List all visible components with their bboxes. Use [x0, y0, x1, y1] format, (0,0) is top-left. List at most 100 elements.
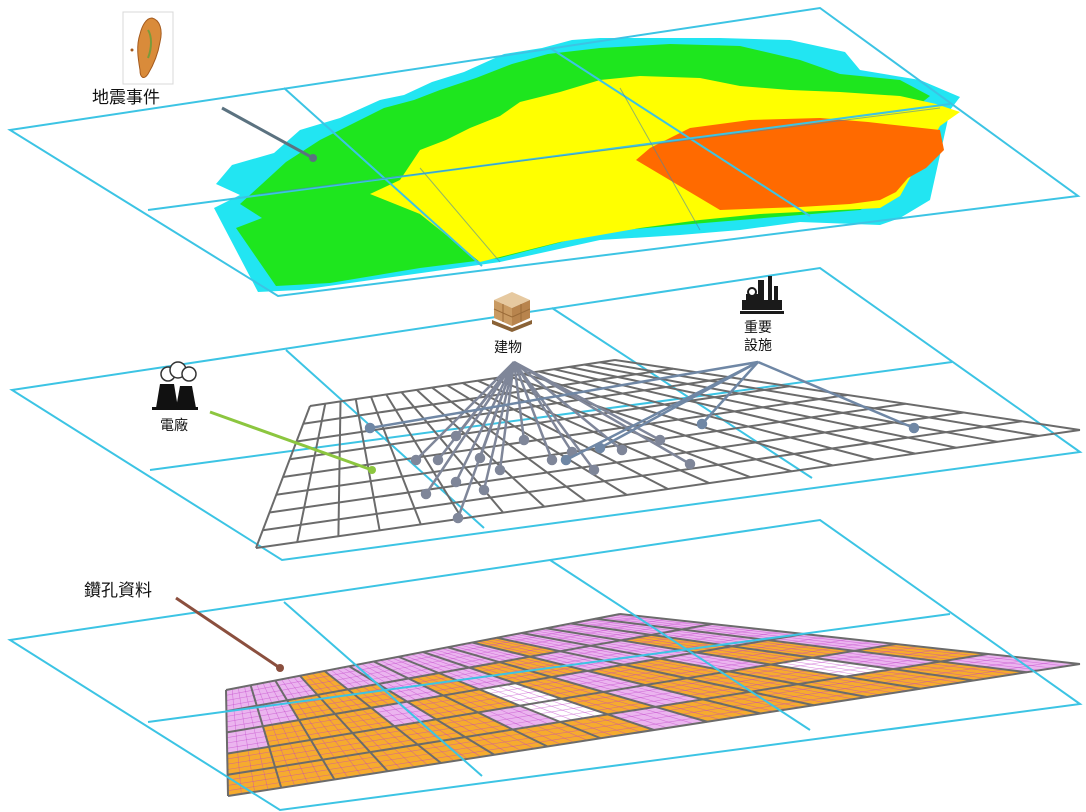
grid-line: [299, 675, 389, 772]
facility-point: [594, 442, 606, 454]
buildings-label: 建物: [494, 340, 522, 356]
borehole-plane-frame: [7, 518, 1083, 812]
building-connector-line: [456, 361, 516, 519]
borehole-cell: [335, 707, 395, 734]
borehole-label: 鑽孔資料: [84, 581, 152, 601]
building-connector-line: [512, 361, 554, 461]
earthquake-grid-lines: [259, 87, 941, 263]
borehole-cell: [408, 673, 480, 696]
grid-line: [262, 420, 1023, 532]
building-point: [420, 488, 432, 500]
borehole-cell: [347, 683, 408, 708]
building-connector-line: [513, 361, 623, 451]
borehole-cell: [373, 656, 439, 679]
pallet-boxes-icon: [492, 292, 532, 332]
grid-line: [226, 633, 805, 734]
building-point: [588, 464, 600, 476]
taiwan-map-icon: [122, 11, 174, 85]
grid-line: [570, 622, 974, 682]
building-connector-line: [512, 361, 526, 441]
building-point: [684, 458, 696, 470]
grid-line: [227, 643, 897, 755]
facilities-connectors: [364, 360, 920, 466]
building-connector-line: [482, 361, 516, 491]
borehole-cell: [299, 671, 348, 695]
infrastructure-plane-frame: [9, 266, 1083, 562]
borehole-cell: [378, 678, 444, 702]
facilities-label-line2: 設施: [744, 338, 772, 354]
building-point: [432, 454, 444, 466]
grid-line: [472, 641, 761, 715]
building-point: [494, 464, 506, 476]
infrastructure-layer: [9, 266, 1083, 562]
borehole-cell: [512, 721, 601, 747]
borehole-cell: [370, 744, 441, 772]
grid-line: [496, 636, 814, 707]
facility-point: [560, 454, 572, 466]
grid-line: [227, 663, 1081, 797]
borehole-cell: [324, 666, 379, 690]
grid-line: [227, 653, 989, 776]
building-point: [478, 484, 490, 496]
grid-line: [276, 402, 906, 496]
building-connector-line: [498, 361, 516, 471]
intensity-zone-strongest: [636, 118, 944, 210]
borehole-cell: [349, 661, 409, 684]
borehole-cell: [262, 720, 311, 747]
facility-connector-line: [369, 360, 759, 430]
facility-point: [696, 418, 708, 430]
earthquake-intensity-zones: [214, 38, 960, 292]
earthquake-connector: [221, 106, 317, 162]
cooling-tower-icon: [152, 361, 198, 410]
grid-line: [398, 655, 602, 740]
grid-line: [255, 429, 1081, 549]
grid-line: [225, 613, 621, 691]
borehole-layer: [7, 518, 1083, 812]
earthquake-label: 地震事件: [92, 88, 160, 108]
grid-line: [447, 646, 708, 723]
buildings-connectors: [410, 360, 696, 524]
grid-line: [323, 670, 442, 764]
powerplant-connector: [209, 410, 376, 474]
borehole-cell: [478, 705, 561, 730]
borehole-cell: [317, 689, 372, 714]
grid-line: [373, 660, 548, 748]
borehole-cell: [560, 714, 654, 739]
building-point: [452, 512, 464, 524]
grid-line: [225, 689, 229, 797]
borehole-connector: [175, 596, 284, 672]
grid-line: [595, 617, 1027, 674]
building-point: [616, 444, 628, 456]
facility-connector-line: [757, 360, 915, 430]
grid-line: [282, 394, 848, 478]
borehole-cell: [407, 695, 478, 720]
building-connector-line: [424, 361, 516, 495]
borehole-cell: [310, 733, 371, 760]
borehole-cell: [322, 752, 388, 780]
borehole-cell: [398, 652, 470, 674]
facility-connector-line: [701, 361, 759, 425]
grid-line: [289, 385, 790, 461]
facility-connector-line: [599, 360, 759, 450]
grid-line: [226, 623, 713, 713]
grid-line: [309, 359, 616, 407]
infrastructure-building-grid: [255, 359, 1081, 549]
building-point: [546, 454, 558, 466]
facilities-label-line1: 重要: [744, 320, 772, 336]
borehole-cell: [443, 689, 520, 713]
powerplant-label: 電廠: [160, 417, 188, 434]
building-connector-line: [513, 360, 691, 466]
grid-line: [521, 632, 868, 698]
facility-point: [364, 422, 376, 434]
building-point: [654, 434, 666, 446]
grid-line: [619, 613, 1081, 665]
grid-line: [274, 679, 336, 781]
factory-icon: [740, 276, 784, 314]
grid-line: [269, 411, 964, 514]
borehole-cell: [275, 675, 318, 701]
grid-line: [249, 684, 283, 789]
building-point: [410, 454, 422, 466]
building-connector-line: [454, 361, 516, 483]
earthquake-layer: [7, 6, 1081, 298]
